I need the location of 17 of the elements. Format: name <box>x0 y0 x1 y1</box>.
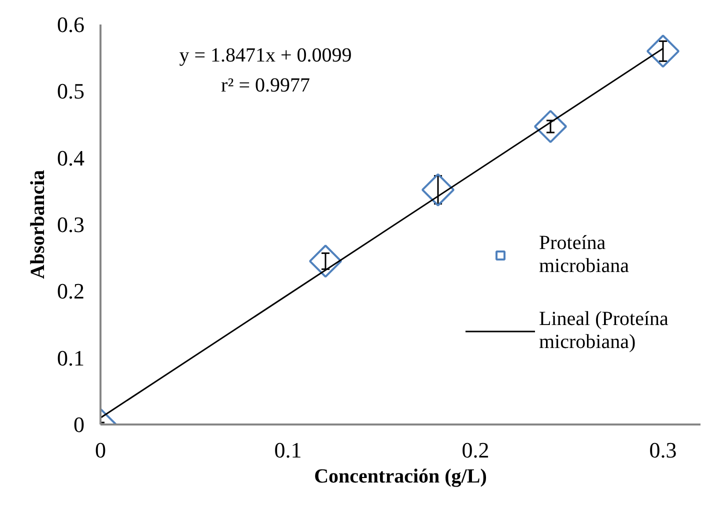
y-tick-label: 0 <box>74 412 84 437</box>
x-tick-label: 0.1 <box>274 438 302 462</box>
x-tick-label: 0 <box>95 438 106 462</box>
y-axis-title: Absorbancia <box>27 170 49 279</box>
y-tick-label: 0.3 <box>57 212 84 237</box>
x-tick-label: 0.2 <box>462 438 490 462</box>
y-tick-label: 0.2 <box>57 278 84 304</box>
y-tick-label: 0.6 <box>57 12 84 37</box>
x-tick-label: 0.3 <box>649 438 677 462</box>
annotation: r² = 0.9977 <box>221 74 310 96</box>
annotation: y = 1.8471x + 0.0099 <box>179 44 352 66</box>
y-tick-label: 0.5 <box>57 78 84 104</box>
x-axis-title: Concentración (g/L) <box>314 466 487 488</box>
y-tick-label: 0.1 <box>57 345 84 370</box>
legend-label: Proteína microbiana <box>539 232 629 278</box>
legend-label: Lineal (Proteína microbiana) <box>539 308 668 354</box>
y-tick-label: 0.4 <box>57 145 84 170</box>
